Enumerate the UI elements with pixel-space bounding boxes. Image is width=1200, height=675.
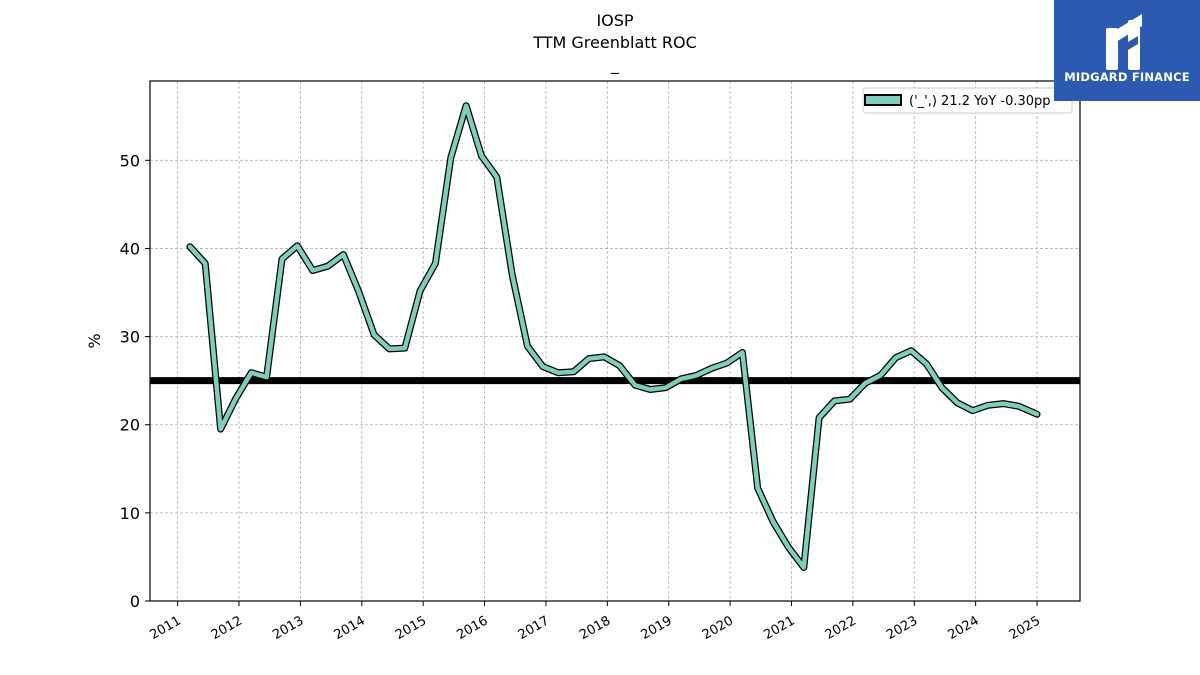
data-point [588, 357, 590, 359]
data-point [296, 245, 298, 247]
data-point [526, 345, 528, 347]
data-point [342, 253, 344, 255]
data-point [434, 262, 436, 264]
grid-lines [150, 81, 1080, 602]
x-tick-label: 2013 [270, 613, 306, 643]
data-point [388, 348, 390, 350]
data-point [634, 384, 636, 386]
data-point [542, 365, 544, 367]
data-point [235, 397, 237, 399]
y-tick-label: 0 [130, 592, 140, 611]
data-point [219, 428, 221, 430]
data-point [664, 387, 666, 389]
y-tick-label: 40 [120, 239, 140, 258]
logo-mark-icon [1106, 14, 1142, 70]
data-point [910, 349, 912, 351]
data-point [971, 409, 973, 411]
data-point [511, 274, 513, 276]
x-tick-label: 2021 [761, 613, 797, 643]
data-point [618, 364, 620, 366]
data-point [864, 382, 866, 384]
logo-text: MIDGARD FINANCE [1064, 70, 1190, 84]
data-point [496, 176, 498, 178]
x-tick-label: 2022 [823, 613, 859, 643]
data-point [680, 378, 682, 380]
x-tick-label: 2015 [393, 613, 429, 643]
y-axis-label: % [85, 333, 104, 348]
data-point [450, 156, 452, 158]
data-point [726, 362, 728, 364]
x-tick-label: 2011 [147, 613, 183, 643]
data-point [1002, 402, 1004, 404]
data-point [465, 104, 467, 106]
data-point [557, 372, 559, 374]
data-point [741, 351, 743, 353]
x-tick-label: 2014 [332, 613, 368, 643]
legend: ('_',) 21.2 YoY -0.30pp [862, 87, 1073, 114]
data-point [695, 374, 697, 376]
x-tick-label: 2018 [577, 613, 613, 643]
data-point [803, 566, 805, 568]
x-tick-label: 2017 [516, 613, 552, 643]
data-point [204, 262, 206, 264]
series-line [187, 103, 1040, 570]
data-point [818, 416, 820, 418]
legend-swatch [864, 94, 902, 106]
data-point [281, 258, 283, 260]
x-tick-label: 2025 [1007, 613, 1043, 643]
data-point [358, 290, 360, 292]
data-point [925, 363, 927, 365]
x-tick-label: 2023 [884, 613, 920, 643]
chart-subtitle: _ [611, 55, 619, 74]
data-point [603, 356, 605, 358]
chart-title-ticker: IOSP [596, 11, 634, 30]
x-axis-ticks: 2011 2012 2013 2014 2015 2016 2017 2018 2019 2020… [147, 601, 1043, 643]
y-tick-label: 10 [120, 504, 140, 523]
y-tick-label: 30 [120, 328, 140, 347]
data-point [480, 155, 482, 157]
data-point [879, 374, 881, 376]
data-point [404, 347, 406, 349]
data-point [895, 357, 897, 359]
data-point [710, 367, 712, 369]
x-tick-label: 2012 [209, 613, 245, 643]
data-point [265, 376, 267, 378]
data-point [250, 372, 252, 374]
series-group [186, 102, 1041, 571]
data-point [572, 371, 574, 373]
data-point [956, 401, 958, 403]
data-point [787, 546, 789, 548]
x-tick-label: 2020 [700, 613, 736, 643]
chart-title-metric: TTM Greenblatt ROC [533, 33, 697, 52]
data-point [1036, 413, 1038, 415]
legend-label: ('_',) 21.2 YoY -0.30pp [909, 94, 1051, 109]
x-tick-label: 2024 [945, 613, 981, 643]
data-point [649, 388, 651, 390]
x-tick-label: 2016 [454, 613, 490, 643]
data-point [327, 265, 329, 267]
midgard-finance-logo: MIDGARD FINANCE [1054, 0, 1200, 101]
data-point [311, 269, 313, 271]
data-point [849, 398, 851, 400]
y-tick-label: 50 [120, 151, 140, 170]
data-point [419, 290, 421, 292]
data-point [1017, 405, 1019, 407]
data-point [189, 245, 191, 247]
data-point [987, 404, 989, 406]
data-point [833, 400, 835, 402]
x-tick-label: 2019 [639, 613, 675, 643]
y-tick-label: 20 [120, 416, 140, 435]
data-point [757, 487, 759, 489]
data-point [772, 520, 774, 522]
data-point [941, 387, 943, 389]
y-axis-ticks: 0 10 20 30 40 50 [120, 151, 150, 611]
data-point [373, 334, 375, 336]
plot-frame [149, 80, 1081, 602]
